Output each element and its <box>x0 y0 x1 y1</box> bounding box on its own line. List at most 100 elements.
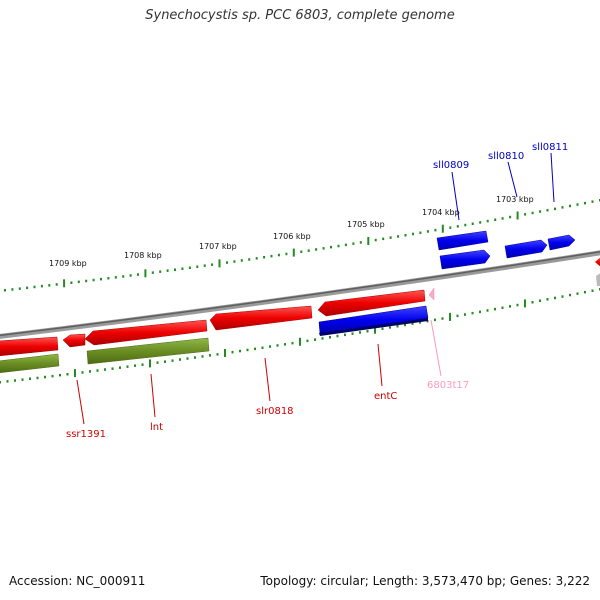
lower-minor-tick <box>539 299 541 302</box>
label-sll0809[interactable]: sll0809 <box>433 160 469 171</box>
lower-minor-tick <box>584 290 586 294</box>
leader-entC <box>377 343 383 387</box>
upper-minor-tick <box>240 259 243 262</box>
lower-minor-tick <box>66 373 69 376</box>
lower-minor-tick <box>134 364 136 367</box>
upper-minor-tick <box>211 263 214 266</box>
upper-minor-tick <box>188 266 191 269</box>
lower-minor-tick <box>591 289 594 292</box>
upper-minor-tick <box>389 236 392 239</box>
gene-sll0809[interactable] <box>436 230 491 270</box>
label-slr0818[interactable]: slr0818 <box>256 406 294 417</box>
lower-minor-tick <box>284 343 286 346</box>
upper-minor-tick <box>569 204 571 208</box>
lower-minor-tick <box>194 356 196 359</box>
upper-minor-tick <box>159 270 162 273</box>
upper-minor-tick <box>300 250 303 253</box>
lower-minor-tick <box>314 338 316 341</box>
upper-minor-tick <box>359 241 362 244</box>
upper-major-tick <box>218 259 221 268</box>
lower-minor-tick <box>156 361 159 364</box>
upper-minor-tick <box>344 243 347 247</box>
upper-minor-tick <box>55 283 58 286</box>
kbp-label-1705: 1705 kbp <box>347 220 385 229</box>
upper-minor-tick <box>248 258 251 261</box>
gene-sll0811[interactable] <box>547 234 576 251</box>
upper-minor-tick <box>434 228 437 232</box>
lower-minor-tick <box>509 305 511 308</box>
upper-minor-tick <box>255 257 258 260</box>
gene-sll0810[interactable] <box>504 239 548 259</box>
lower-minor-tick <box>404 323 406 327</box>
upper-minor-tick <box>129 274 132 277</box>
lower-minor-tick <box>59 373 61 377</box>
lower-minor-tick <box>434 318 436 322</box>
lower-minor-tick <box>81 371 84 374</box>
upper-minor-tick <box>426 230 429 233</box>
lower-minor-tick <box>464 313 466 316</box>
lower-minor-tick <box>141 363 144 366</box>
upper-minor-tick <box>285 252 288 256</box>
gene-partial-right-red[interactable] <box>595 256 600 268</box>
upper-minor-tick <box>561 206 564 209</box>
lower-minor-tick <box>96 369 99 372</box>
lower-minor-tick <box>51 374 54 378</box>
upper-minor-tick <box>464 223 467 227</box>
upper-minor-tick <box>584 201 586 205</box>
label-6803t17[interactable]: 6803t17 <box>427 380 469 391</box>
trna-6803t17[interactable] <box>428 287 435 301</box>
upper-minor-tick <box>233 260 236 263</box>
lower-minor-tick <box>419 321 421 324</box>
feature-olive-lnt[interactable] <box>86 337 210 365</box>
label-lnt[interactable]: lnt <box>150 422 163 433</box>
lower-minor-tick <box>486 309 489 312</box>
lower-minor-tick <box>111 367 114 370</box>
kbp-label-1709: 1709 kbp <box>49 259 87 268</box>
upper-minor-tick <box>486 219 489 223</box>
lower-minor-tick <box>254 347 256 351</box>
scale-ticks-lower <box>0 288 600 384</box>
kbp-label-1703: 1703 kbp <box>496 195 534 204</box>
upper-minor-tick <box>263 256 266 259</box>
lower-minor-tick <box>246 348 249 352</box>
lower-minor-tick <box>179 358 181 361</box>
gene-lnt[interactable] <box>84 319 208 346</box>
lower-minor-tick <box>344 333 346 337</box>
lower-minor-tick <box>516 303 519 307</box>
lower-minor-tick <box>216 353 219 356</box>
leader-sll0810 <box>507 161 518 198</box>
lower-minor-tick <box>89 370 91 373</box>
lower-minor-tick <box>306 339 309 343</box>
map-title: Synechocystis sp. PCC 6803, complete gen… <box>145 8 455 23</box>
label-entC[interactable]: entC <box>374 391 397 402</box>
lower-major-tick <box>374 325 376 334</box>
upper-minor-tick <box>33 285 36 289</box>
upper-minor-tick <box>307 249 310 252</box>
accession-text: Accession: NC_000911 <box>9 574 146 588</box>
lower-minor-tick <box>186 357 189 360</box>
gene-slr0818[interactable] <box>209 305 313 331</box>
gene-entC[interactable] <box>317 289 426 317</box>
upper-minor-tick <box>524 213 527 216</box>
gene-left-edge-red[interactable] <box>0 336 59 357</box>
feature-olive-left[interactable] <box>0 353 60 374</box>
kbp-label-1708: 1708 kbp <box>124 251 162 260</box>
upper-minor-tick <box>122 275 125 278</box>
label-ssr1391[interactable]: ssr1391 <box>66 429 106 440</box>
label-sll0811[interactable]: sll0811 <box>532 142 568 153</box>
lower-minor-tick <box>269 345 271 348</box>
upper-minor-tick <box>412 232 414 236</box>
gene-entC-reverse-blue[interactable] <box>318 305 429 336</box>
lower-minor-tick <box>389 326 391 329</box>
upper-minor-tick <box>151 271 154 274</box>
upper-minor-tick <box>337 244 340 248</box>
lower-minor-tick <box>336 334 339 338</box>
upper-minor-tick <box>471 222 474 225</box>
upper-minor-tick <box>494 218 497 221</box>
label-sll0810[interactable]: sll0810 <box>488 151 524 162</box>
lower-minor-tick <box>426 319 429 323</box>
upper-minor-tick <box>92 278 95 282</box>
genome-backbone <box>0 250 600 339</box>
gene-ssr1391[interactable] <box>62 333 86 348</box>
